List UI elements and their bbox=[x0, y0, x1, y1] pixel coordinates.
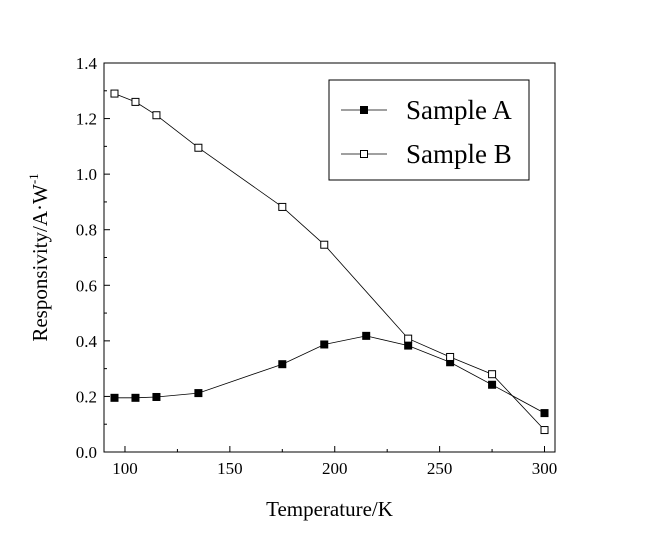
y-tick-label: 0.4 bbox=[76, 332, 98, 351]
data-point-sample-a bbox=[320, 340, 329, 349]
y-tick-label: 1.2 bbox=[76, 110, 97, 129]
y-tick-label: 0.0 bbox=[76, 443, 97, 462]
data-point-sample-a bbox=[152, 392, 161, 401]
data-point-sample-a bbox=[404, 341, 413, 350]
legend-item-sample-a: Sample A bbox=[341, 95, 512, 125]
x-tick-label: 250 bbox=[427, 459, 453, 478]
data-point-sample-a bbox=[131, 393, 140, 402]
data-point-sample-b bbox=[488, 370, 497, 379]
data-point-sample-b bbox=[320, 240, 329, 249]
legend-item-sample-b: Sample B bbox=[341, 139, 512, 169]
y-tick-label: 1.4 bbox=[76, 54, 98, 73]
series-layer bbox=[110, 89, 549, 435]
y-axis-title: Responsivity/A·W-1 bbox=[26, 173, 52, 341]
y-axis-title-superscript: -1 bbox=[26, 173, 41, 184]
x-tick-label: 100 bbox=[112, 459, 138, 478]
data-point-sample-a bbox=[278, 360, 287, 369]
data-point-sample-b bbox=[131, 97, 140, 106]
series-sample-a bbox=[110, 331, 549, 418]
data-point-sample-a bbox=[488, 380, 497, 389]
legend-box bbox=[328, 79, 530, 181]
data-point-sample-a bbox=[110, 393, 119, 402]
data-point-sample-b bbox=[110, 89, 119, 98]
x-tick-label: 300 bbox=[532, 459, 558, 478]
data-point-sample-b bbox=[194, 143, 203, 152]
data-point-sample-b bbox=[446, 352, 455, 361]
data-point-sample-a bbox=[362, 331, 371, 340]
legend-marker-sample-a bbox=[360, 106, 368, 114]
data-point-sample-b bbox=[278, 202, 287, 211]
series-line-sample-a bbox=[114, 335, 545, 414]
series-line-sample-b bbox=[114, 93, 545, 431]
data-point-sample-a bbox=[540, 409, 549, 418]
legend: Sample A Sample B bbox=[328, 79, 530, 181]
data-point-sample-a bbox=[194, 389, 203, 398]
legend-label-sample-b: Sample B bbox=[406, 139, 512, 169]
y-axis-title-main: Responsivity/A·W bbox=[28, 184, 52, 342]
data-point-sample-b bbox=[540, 426, 549, 435]
y-tick-label: 1.0 bbox=[76, 165, 97, 184]
y-tick-label: 0.2 bbox=[76, 387, 97, 406]
y-tick-label: 0.6 bbox=[76, 276, 97, 295]
y-axis: 0.0 0.2 0.4 0.6 0.8 1.0 1.2 1.4 bbox=[76, 54, 110, 462]
data-point-sample-b bbox=[152, 111, 161, 120]
x-axis: 100 150 200 250 300 bbox=[112, 446, 557, 478]
y-tick-label: 0.8 bbox=[76, 221, 97, 240]
x-tick-label: 200 bbox=[322, 459, 348, 478]
x-axis-title: Temperature/K bbox=[266, 497, 393, 521]
x-tick-label: 150 bbox=[217, 459, 243, 478]
legend-label-sample-a: Sample A bbox=[406, 95, 512, 125]
legend-marker-sample-b bbox=[360, 150, 368, 158]
data-point-sample-b bbox=[404, 334, 413, 343]
series-sample-b bbox=[110, 89, 549, 435]
